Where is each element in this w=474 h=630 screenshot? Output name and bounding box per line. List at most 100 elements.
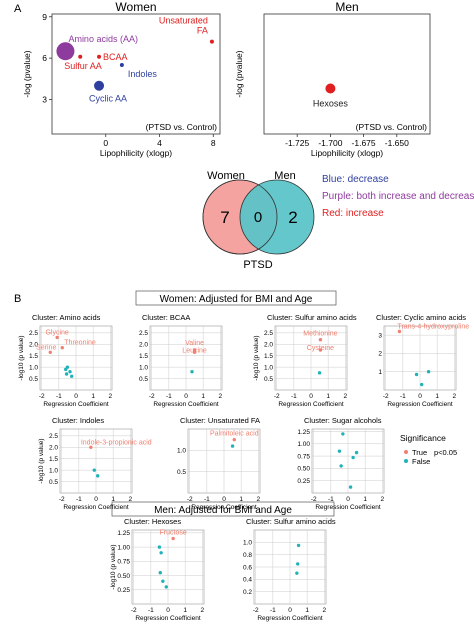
w-bcaa-ytick-label: 2.0 <box>139 342 148 349</box>
w-sulfur-aa-point-2 <box>317 371 322 375</box>
w-amino-acids-chart: Cluster: Amino acids -2 -1 0 1 2 0.5 1.0 1.5 2.0 2… <box>18 313 112 408</box>
m-hexoses-xtick-label: 2 <box>200 607 204 614</box>
w-sulfur-aa-xtick-label: 2 <box>343 393 347 400</box>
m-sulfur-aa-ytick-label: 0.6 <box>243 564 252 571</box>
m-hexoses-ytick-label: 0.75 <box>117 559 130 566</box>
w-unsat-fa-point-label-0: Palmitoleic acid <box>210 431 259 438</box>
men-bubble-chart: Men -1.725 -1.700 -1.675 -1.650Lipophilicity… <box>234 0 431 158</box>
women-bubble-annotation: (PTSD vs. Control) <box>146 122 217 132</box>
w-sulfur-aa-xtick-label: -2 <box>274 393 280 400</box>
w-amino-acids-xlabel: Regression Coefficient <box>43 401 108 408</box>
w-amino-acids-xtick-label: 2 <box>108 393 112 400</box>
w-sugar-alcohols-title: Cluster: Sugar alcohols <box>304 416 382 425</box>
venn-women-label: Women <box>207 170 245 182</box>
m-sulfur-aa-xtick-label: 1 <box>305 607 309 614</box>
w-cyclic-aa-xtick-label: -1 <box>400 393 406 400</box>
w-bcaa-xtick-label: -2 <box>149 393 155 400</box>
w-sugar-alcohols-xtick-label: -2 <box>311 496 317 503</box>
w-indoles-xlabel: Regression Coefficient <box>63 504 128 511</box>
legend-red-text: Red: increase <box>322 208 384 219</box>
w-amino-acids-point-6 <box>64 372 69 376</box>
legend-false-dot <box>404 459 408 463</box>
w-bcaa-ytick-label: 0.5 <box>139 376 148 383</box>
women-bubble-ytick-label: 3 <box>42 95 47 105</box>
w-cyclic-aa-chart: Cluster: Cyclic amino acids -2 -1 0 1 2 1 2 3 Reg… <box>376 313 469 408</box>
legend-true-dot <box>404 450 408 454</box>
w-cyclic-aa-point-1 <box>426 370 431 374</box>
w-indoles-ytick-label: 1.0 <box>49 467 58 474</box>
women-bubble-xtick-label: 4 <box>157 138 162 148</box>
m-hexoses-point-2 <box>159 551 163 555</box>
w-indoles-xtick-label: -2 <box>59 496 65 503</box>
w-sugar-alcohols-xtick-label: -1 <box>328 496 334 503</box>
w-sugar-alcohols-ytick-label: 0.75 <box>297 453 310 460</box>
w-cyclic-aa-xlabel: Regression Coefficient <box>387 401 452 408</box>
men-section-header: Men: Adjusted for BMI and Age <box>154 505 292 516</box>
w-amino-acids-point-7 <box>70 374 74 378</box>
w-bcaa-chart: Cluster: BCAA -2 -1 0 1 2 0.5 1.0 1.5 2.0 2.5 Regre… <box>139 313 223 408</box>
w-indoles-xtick-label: 2 <box>128 496 132 503</box>
w-bcaa-xtick-label: 2 <box>218 393 222 400</box>
women-bubble-xtick-label: 0 <box>103 138 108 148</box>
w-sulfur-aa-xtick-label: -1 <box>291 393 297 400</box>
w-unsat-fa-ytick-label: 0.5 <box>177 469 186 476</box>
m-hexoses-point-0 <box>171 536 175 541</box>
w-indoles-title: Cluster: Indoles <box>52 416 104 425</box>
w-bcaa-xtick-label: 0 <box>184 393 188 400</box>
m-hexoses-point-4 <box>161 579 165 583</box>
w-amino-acids-ytick-label: 0.5 <box>29 376 38 383</box>
venn-women-count: 7 <box>220 208 229 227</box>
w-sugar-alcohols-point-1 <box>337 449 342 453</box>
venn-ptsd-label: PTSD <box>243 259 272 271</box>
w-indoles-point-label-0: Indole-3-propionic acid <box>81 439 152 446</box>
m-hexoses-point-1 <box>157 545 162 549</box>
women-bubble-point-label-2: Sulfur AA <box>64 61 102 71</box>
m-sulfur-aa-ytick-label: 1.0 <box>243 540 252 547</box>
w-bcaa-point-label-1: Leucine <box>182 347 207 354</box>
panel-label-b: B <box>14 293 21 305</box>
w-cyclic-aa-ytick-label: 1 <box>378 369 382 376</box>
m-hexoses-xtick-label: 0 <box>166 607 170 614</box>
m-sulfur-aa-point-0 <box>296 543 301 548</box>
w-sugar-alcohols-ytick-label: 1.25 <box>297 429 310 436</box>
w-sugar-alcohols-chart: Cluster: Sugar alcohols -2 -1 0 1 2 0.25 0.50 0.… <box>297 416 384 511</box>
w-bcaa-ytick-label: 1.0 <box>139 364 148 371</box>
w-bcaa-title: Cluster: BCAA <box>142 313 190 322</box>
women-bubble-ytick-label: 6 <box>42 53 47 63</box>
m-hexoses-point-5 <box>164 585 168 589</box>
w-sulfur-aa-xtick-label: 1 <box>326 393 330 400</box>
w-unsat-fa-title: Cluster: Unsaturated FA <box>180 416 260 425</box>
men-bubble-xtick-label: -1.650 <box>385 138 409 148</box>
w-unsat-fa-point-1 <box>230 444 235 448</box>
w-amino-acids-point-label-1: Threonine <box>64 340 96 347</box>
men-bubble-frame <box>263 13 431 135</box>
legend-p-note: p<0.05 <box>434 448 457 457</box>
women-bubble-point-0 <box>56 42 75 61</box>
w-amino-acids-point-label-0: Glycine <box>45 329 68 336</box>
m-hexoses-xtick-label: 1 <box>183 607 187 614</box>
w-sulfur-aa-chart: Cluster: Sulfur amino acids -2 -1 0 1 2 0.5 1.0… <box>253 313 357 408</box>
w-sulfur-aa-title: Cluster: Sulfur amino acids <box>267 313 357 322</box>
venn-men-label: Men <box>274 170 295 182</box>
m-sulfur-aa-xtick-label: -1 <box>270 607 276 614</box>
legend-blue-text: Blue: decrease <box>322 174 389 185</box>
w-sulfur-aa-point-label-0: Methionine <box>303 331 337 338</box>
venn-diagram: Women Men 7 0 2 PTSD Blue: decrease Purp… <box>202 170 474 271</box>
w-indoles-xtick-label: -1 <box>76 496 82 503</box>
w-sugar-alcohols-xtick-label: 1 <box>363 496 367 503</box>
w-sugar-alcohols-point-0 <box>341 432 345 436</box>
w-unsat-fa-xtick-label: -1 <box>204 496 210 503</box>
w-indoles-xtick-label: 1 <box>111 496 115 503</box>
women-bubble-xtick-label: 8 <box>211 138 216 148</box>
w-unsat-fa-chart: Cluster: Unsaturated FA -2 -1 0 1 2 0.5 1.0 Regr… <box>177 416 261 511</box>
w-indoles-ylabel: -log10 (p value) <box>38 438 45 483</box>
w-bcaa-ytick-label: 1.5 <box>139 353 148 360</box>
w-cyclic-aa-xtick-label: 0 <box>418 393 422 400</box>
m-hexoses-title: Cluster: Hexoses <box>124 517 181 526</box>
w-cyclic-aa-point-0 <box>397 329 402 334</box>
w-unsat-fa-xtick-label: -2 <box>187 496 193 503</box>
significance-legend: Significance True p<0.05 False <box>400 433 457 466</box>
w-indoles-ytick-label: 2.0 <box>49 445 58 452</box>
w-sulfur-aa-ytick-label: 2.5 <box>264 330 273 337</box>
w-cyclic-aa-point-3 <box>420 382 424 387</box>
